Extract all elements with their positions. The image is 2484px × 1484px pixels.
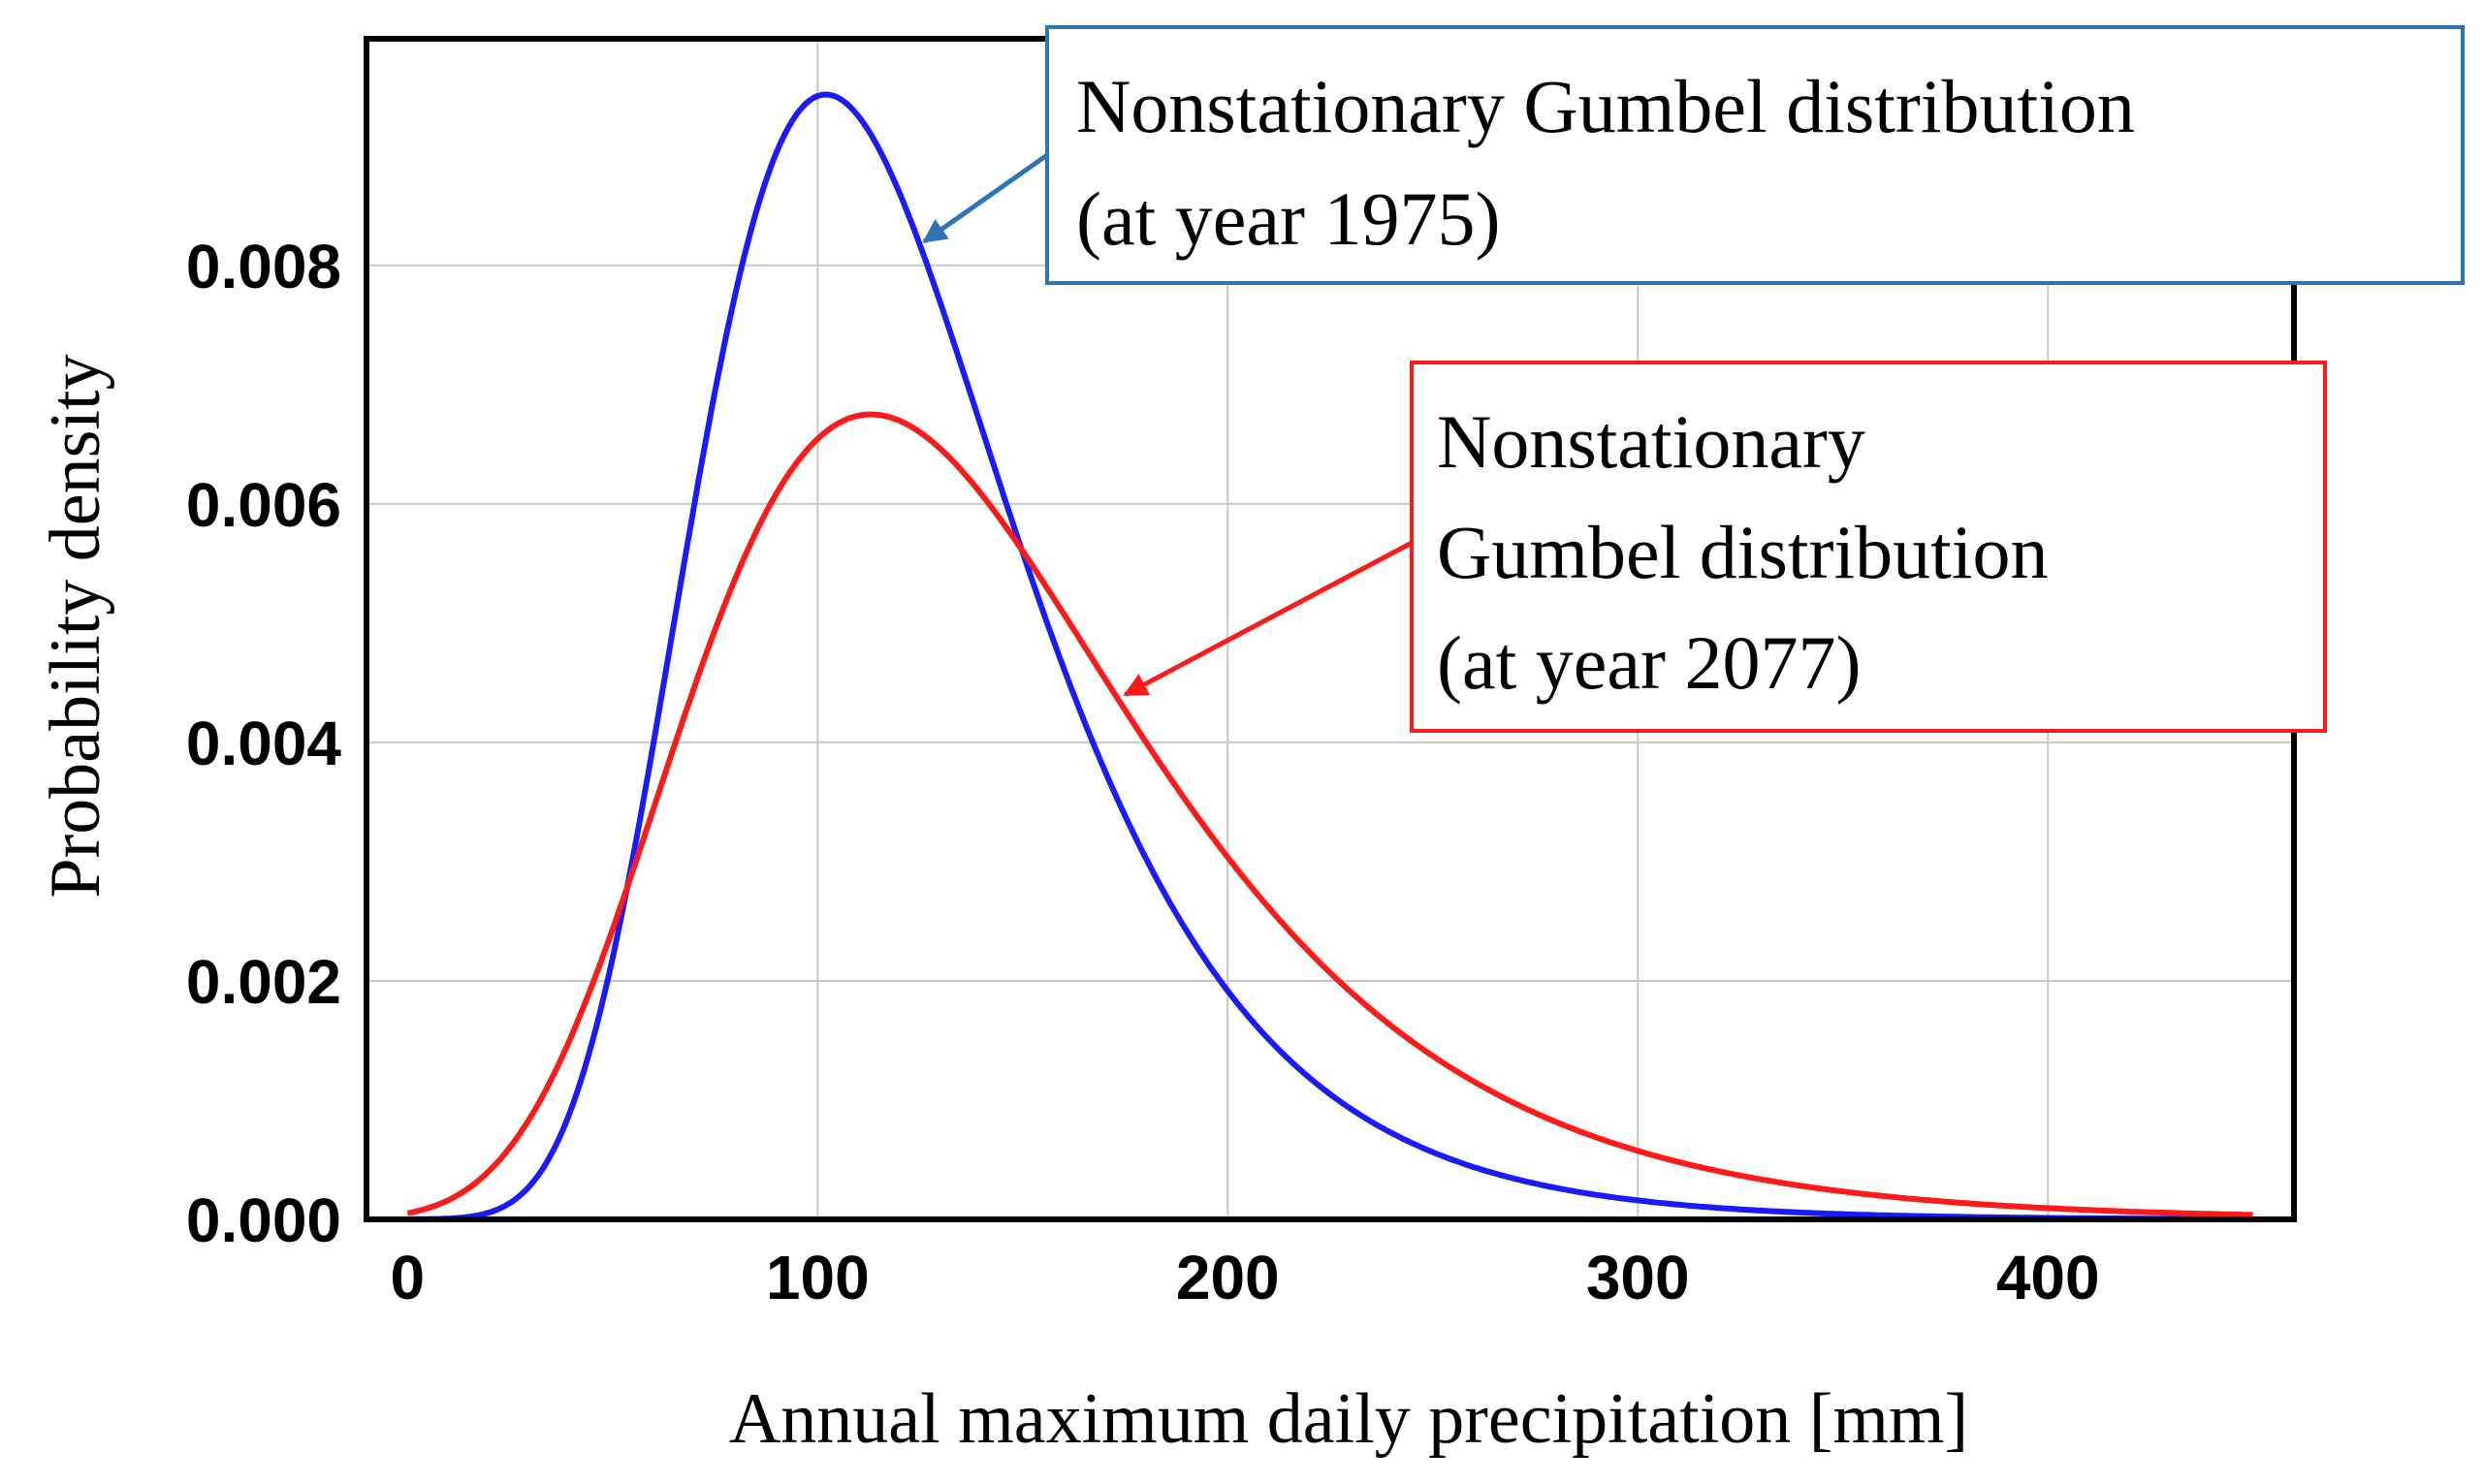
y-tick-labels: 0.000 0.002 0.004 0.006 0.008	[186, 232, 342, 1255]
annotation-2077-line-2: Gumbel distribution	[1437, 510, 2048, 594]
y-tick-label-1: 0.002	[186, 947, 341, 1017]
x-tick-label-1: 100	[766, 1243, 870, 1312]
y-tick-label-4: 0.008	[186, 232, 341, 301]
y-tick-label-3: 0.006	[186, 470, 341, 540]
annotation-2077-arrow	[1123, 540, 1414, 697]
annotation-1975-box	[1045, 25, 2465, 285]
annotation-2077: Nonstationary Gumbel distribution (at ye…	[1123, 361, 2327, 733]
y-tick-label-0: 0.000	[186, 1185, 341, 1255]
annotation-1975-arrow	[922, 152, 1049, 244]
annotation-1975-line-1: Nonstationary Gumbel distribution	[1076, 64, 2135, 148]
x-tick-label-0: 0	[391, 1243, 426, 1312]
annotation-1975: Nonstationary Gumbel distribution (at ye…	[922, 25, 2465, 285]
x-axis-title: Annual maximum daily precipitation [mm]	[729, 1379, 1968, 1459]
annotation-2077-box	[1410, 361, 2327, 733]
x-tick-label-2: 200	[1176, 1243, 1280, 1312]
y-tick-label-2: 0.004	[186, 709, 342, 778]
annotation-2077-line-3: (at year 2077)	[1437, 620, 1861, 705]
x-tick-labels: 0 100 200 300 400	[391, 1243, 2100, 1312]
x-tick-label-4: 400	[1996, 1243, 2100, 1312]
annotation-2077-line-1: Nonstationary	[1437, 399, 1865, 484]
series-line-2077	[406, 411, 2253, 1218]
x-tick-label-3: 300	[1586, 1243, 1690, 1312]
annotation-1975-line-2: (at year 1975)	[1076, 176, 1500, 261]
y-axis-title: Probability density	[36, 354, 115, 898]
